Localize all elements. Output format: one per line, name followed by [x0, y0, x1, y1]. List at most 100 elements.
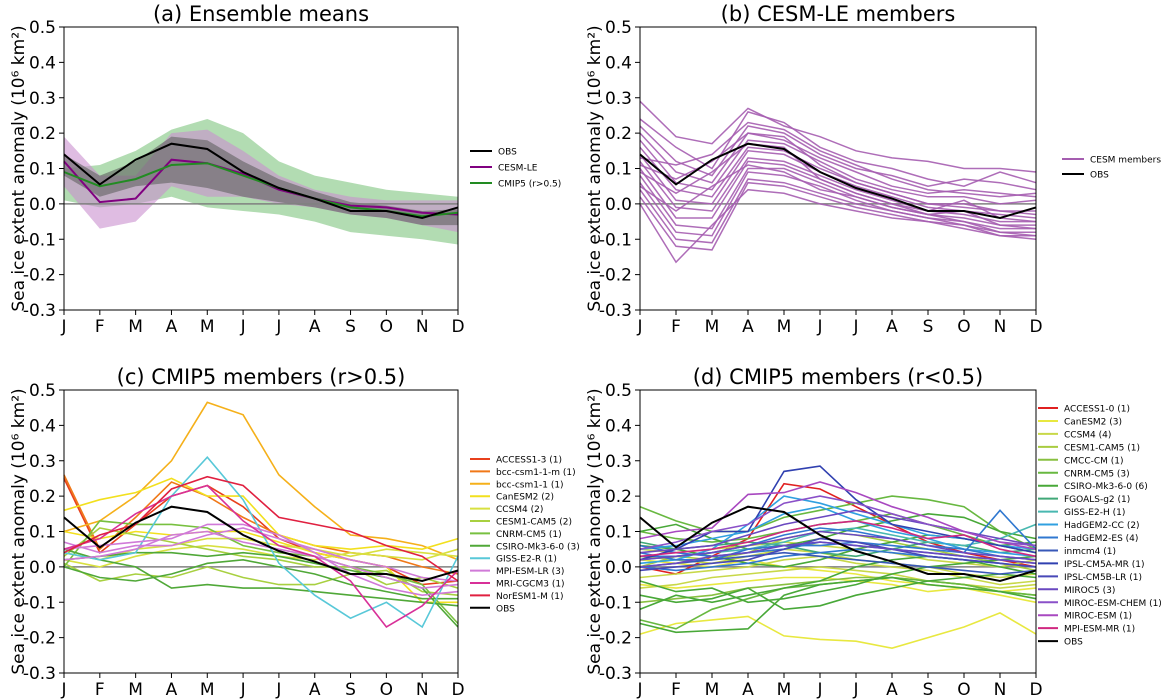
- member-line-bcc-csm1-1-1-: [63, 401, 459, 561]
- y-tick-label: 0.1: [605, 523, 632, 543]
- y-tick-label: 0.5: [29, 18, 56, 38]
- y-tick-label: 0.5: [29, 381, 56, 401]
- legend-label: FGOALS-g2 (1): [1064, 495, 1130, 505]
- member-line-ccsm4-4-: [639, 555, 1037, 586]
- series-line-obs: [63, 142, 459, 220]
- x-tick-label: F: [95, 317, 105, 337]
- legend-label: CanESM2 (3): [1064, 417, 1122, 427]
- x-tick-label: M: [200, 680, 215, 700]
- cesm-member-line: [639, 125, 1037, 191]
- legend-label: GISS-E2-R (1): [496, 555, 557, 565]
- x-tick-label: J: [852, 680, 858, 700]
- x-tick-label: D: [451, 317, 464, 337]
- x-tick-label: A: [166, 680, 178, 700]
- legend-label: IPSL-CM5B-LR (1): [1064, 573, 1142, 583]
- x-tick-label: F: [671, 317, 681, 337]
- obs-line: [639, 142, 1037, 220]
- x-tick-label: J: [275, 317, 281, 337]
- y-tick-label: -0.2: [23, 266, 56, 286]
- y-tick-label: 0.1: [29, 523, 56, 543]
- y-tick-label: -0.1: [23, 593, 56, 613]
- plot-area: [63, 401, 459, 629]
- legend-label: OBS: [1064, 638, 1083, 648]
- member-line-mpi-esm-lr-3-: [63, 523, 459, 597]
- panel-title: (b) CESM-LE members: [721, 2, 956, 26]
- member-line-ipsl-cm5b-lr-1-: [639, 537, 1037, 572]
- legend-label: ACCESS1-3 (1): [496, 456, 562, 466]
- y-tick-label: 0.5: [605, 381, 632, 401]
- y-tick-label: 0.4: [29, 416, 56, 436]
- y-tick-label: 0.4: [605, 416, 632, 436]
- y-tick-label: -0.2: [599, 629, 632, 649]
- x-tick-label: N: [994, 317, 1007, 337]
- x-tick-label: M: [705, 680, 720, 700]
- obs-line: [639, 505, 1037, 583]
- member-line-mpi-esm-mr-1-: [639, 520, 1037, 558]
- y-tick-label: 0.3: [29, 452, 56, 472]
- member-line-mri-cgcm3-1-: [63, 484, 459, 629]
- legend-label: MPI-ESM-MR (1): [1064, 625, 1135, 635]
- x-tick-label: M: [128, 317, 143, 337]
- legend-label: GISS-E2-H (1): [1064, 508, 1125, 518]
- x-tick-label: J: [816, 317, 822, 337]
- legend-label: CESM-LE: [498, 164, 538, 174]
- member-line-cesm1-cam5-2-: [63, 527, 459, 589]
- member-line-giss-e2-r-1-: [63, 455, 459, 629]
- member-line-miroc-esm-1-: [639, 481, 1037, 550]
- y-tick-label: -0.3: [599, 301, 632, 321]
- y-axis-label: Sea ice extent anomaly (10⁶ km²): [585, 388, 605, 674]
- y-tick-label: 0.4: [29, 53, 56, 73]
- x-tick-label: M: [128, 680, 143, 700]
- y-tick-label: 0.3: [605, 89, 632, 109]
- x-tick-label: S: [345, 317, 356, 337]
- x-tick-label: J: [636, 680, 642, 700]
- x-tick-label: J: [816, 680, 822, 700]
- y-tick-label: 0.5: [605, 18, 632, 38]
- legend-label: inmcm4 (1): [1064, 547, 1116, 557]
- legend-label: OBS: [1090, 171, 1109, 181]
- member-line-csiro-mk3-6-0-6-: [639, 573, 1037, 611]
- y-tick-label: 0.2: [605, 487, 632, 507]
- y-tick-label: -0.3: [23, 301, 56, 321]
- member-line-csiro-mk3-6-0-3-: [63, 558, 458, 600]
- cesm-member-line: [639, 164, 1037, 230]
- legend-label: bcc-csm1-1-m (1): [496, 468, 576, 478]
- legend-label: MPI-ESM-LR (3): [496, 567, 564, 577]
- legend-label: CCSM4 (4): [1064, 430, 1111, 440]
- member-line-mpi-esm-lr-3-: [63, 530, 459, 589]
- obs-line: [63, 505, 459, 583]
- legend-label: CCSM4 (2): [496, 505, 543, 515]
- legend-label: MIROC-ESM (1): [1064, 612, 1132, 622]
- x-tick-label: A: [309, 680, 321, 700]
- panel-d: (d) CMIP5 members (r<0.5) Sea ice extent …: [585, 365, 1162, 700]
- cesm-member-line: [639, 139, 1037, 205]
- cesm-member-line: [639, 178, 1037, 244]
- legend-label: MIROC-ESM-CHEM (1): [1064, 599, 1162, 609]
- y-tick-label: -0.3: [23, 664, 56, 684]
- y-axis-label: Sea ice extent anomaly (10⁶ km²): [9, 25, 29, 311]
- legend-label: IPSL-CM5A-MR (1): [1064, 560, 1145, 570]
- x-tick-label: J: [636, 317, 642, 337]
- x-tick-label: N: [416, 680, 429, 700]
- x-tick-label: O: [380, 317, 393, 337]
- y-tick-label: -0.1: [599, 230, 632, 250]
- x-tick-label: M: [777, 680, 792, 700]
- panel-b: (b) CESM-LE members Sea ice extent anomal…: [585, 2, 1161, 337]
- cesm-member-line: [639, 132, 1037, 198]
- member-line-canesm2-2-: [63, 530, 458, 604]
- plot-area: [639, 100, 1037, 264]
- cesm-member-line: [639, 100, 1037, 173]
- x-tick-label: M: [200, 317, 215, 337]
- cesm-member-line: [639, 146, 1036, 212]
- y-tick-label: 0.3: [29, 89, 56, 109]
- legend-label: OBS: [498, 148, 517, 158]
- x-tick-label: F: [671, 680, 681, 700]
- cesm-member-line: [639, 142, 1037, 223]
- legend-label: ACCESS1-0 (1): [1064, 405, 1130, 415]
- y-tick-label: 0.2: [29, 487, 56, 507]
- x-tick-label: A: [309, 317, 321, 337]
- legend-label: OBS: [496, 604, 515, 614]
- x-tick-label: D: [1029, 680, 1042, 700]
- x-tick-label: M: [777, 317, 792, 337]
- x-tick-label: N: [416, 317, 429, 337]
